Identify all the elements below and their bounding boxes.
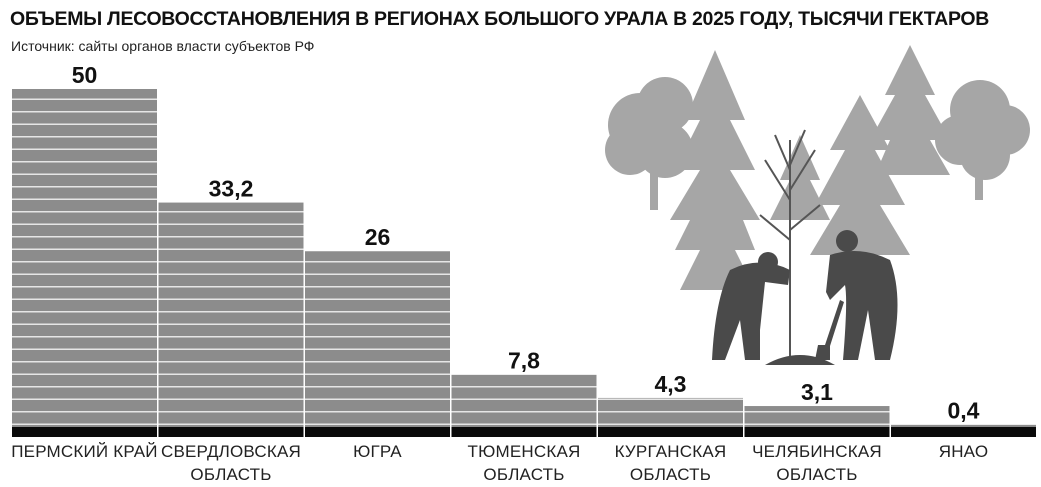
bar xyxy=(452,374,597,427)
value-label: 0,4 xyxy=(948,397,980,423)
x-tick-label: ТЮМЕНСКАЯ ОБЛАСТЬ xyxy=(448,440,601,486)
bar xyxy=(159,203,304,427)
x-tick-label: СВЕРДЛОВСКАЯ ОБЛАСТЬ xyxy=(155,440,308,486)
bar-base xyxy=(745,427,890,437)
bar-base xyxy=(891,427,1036,437)
x-tick-label: ЯНАО xyxy=(887,440,1040,463)
x-tick-label: ЮГРА xyxy=(301,440,454,463)
bar xyxy=(745,406,890,427)
bar-base xyxy=(305,427,450,437)
chart: 50 33,2 26 7,8 4,3 3,1 0,4 xyxy=(0,0,1041,487)
bar-base xyxy=(12,427,157,437)
infographic: ОБЪЕМЫ ЛЕСОВОССТАНОВЛЕНИЯ В РЕГИОНАХ БОЛ… xyxy=(0,0,1041,487)
bar-base xyxy=(159,427,304,437)
value-label: 3,1 xyxy=(801,379,833,405)
x-tick-label: ЧЕЛЯБИНСКАЯ ОБЛАСТЬ xyxy=(741,440,894,486)
bar-base xyxy=(598,427,743,437)
bar xyxy=(12,89,157,427)
value-label: 26 xyxy=(365,224,391,250)
x-tick-label: ПЕРМСКИЙ КРАЙ xyxy=(8,440,161,463)
bar xyxy=(598,398,743,427)
x-tick-label: КУРГАНСКАЯ ОБЛАСТЬ xyxy=(594,440,747,486)
value-label: 50 xyxy=(72,62,98,88)
bar xyxy=(305,251,450,427)
illustration xyxy=(605,45,1030,365)
value-label: 7,8 xyxy=(508,347,540,373)
value-label: 4,3 xyxy=(655,371,687,397)
bar xyxy=(891,424,1036,427)
value-label: 33,2 xyxy=(209,176,254,202)
bar-base xyxy=(452,427,597,437)
